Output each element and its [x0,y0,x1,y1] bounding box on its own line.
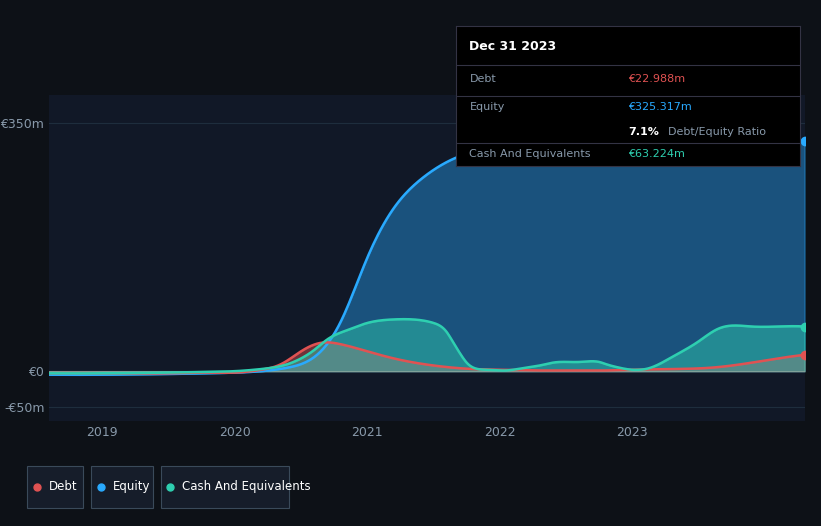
FancyBboxPatch shape [161,466,289,509]
Text: €22.988m: €22.988m [628,74,686,84]
FancyBboxPatch shape [27,466,83,509]
Text: €63.224m: €63.224m [628,149,685,159]
FancyBboxPatch shape [91,466,153,509]
Text: Equity: Equity [470,102,505,112]
Text: Cash And Equivalents: Cash And Equivalents [470,149,591,159]
Text: Dec 31 2023: Dec 31 2023 [470,41,557,53]
Text: €325.317m: €325.317m [628,102,692,112]
Text: Debt: Debt [470,74,496,84]
Text: Equity: Equity [112,480,150,493]
Text: 7.1%: 7.1% [628,127,659,137]
Text: Debt: Debt [48,480,77,493]
Text: Debt/Equity Ratio: Debt/Equity Ratio [667,127,766,137]
Text: Cash And Equivalents: Cash And Equivalents [182,480,310,493]
